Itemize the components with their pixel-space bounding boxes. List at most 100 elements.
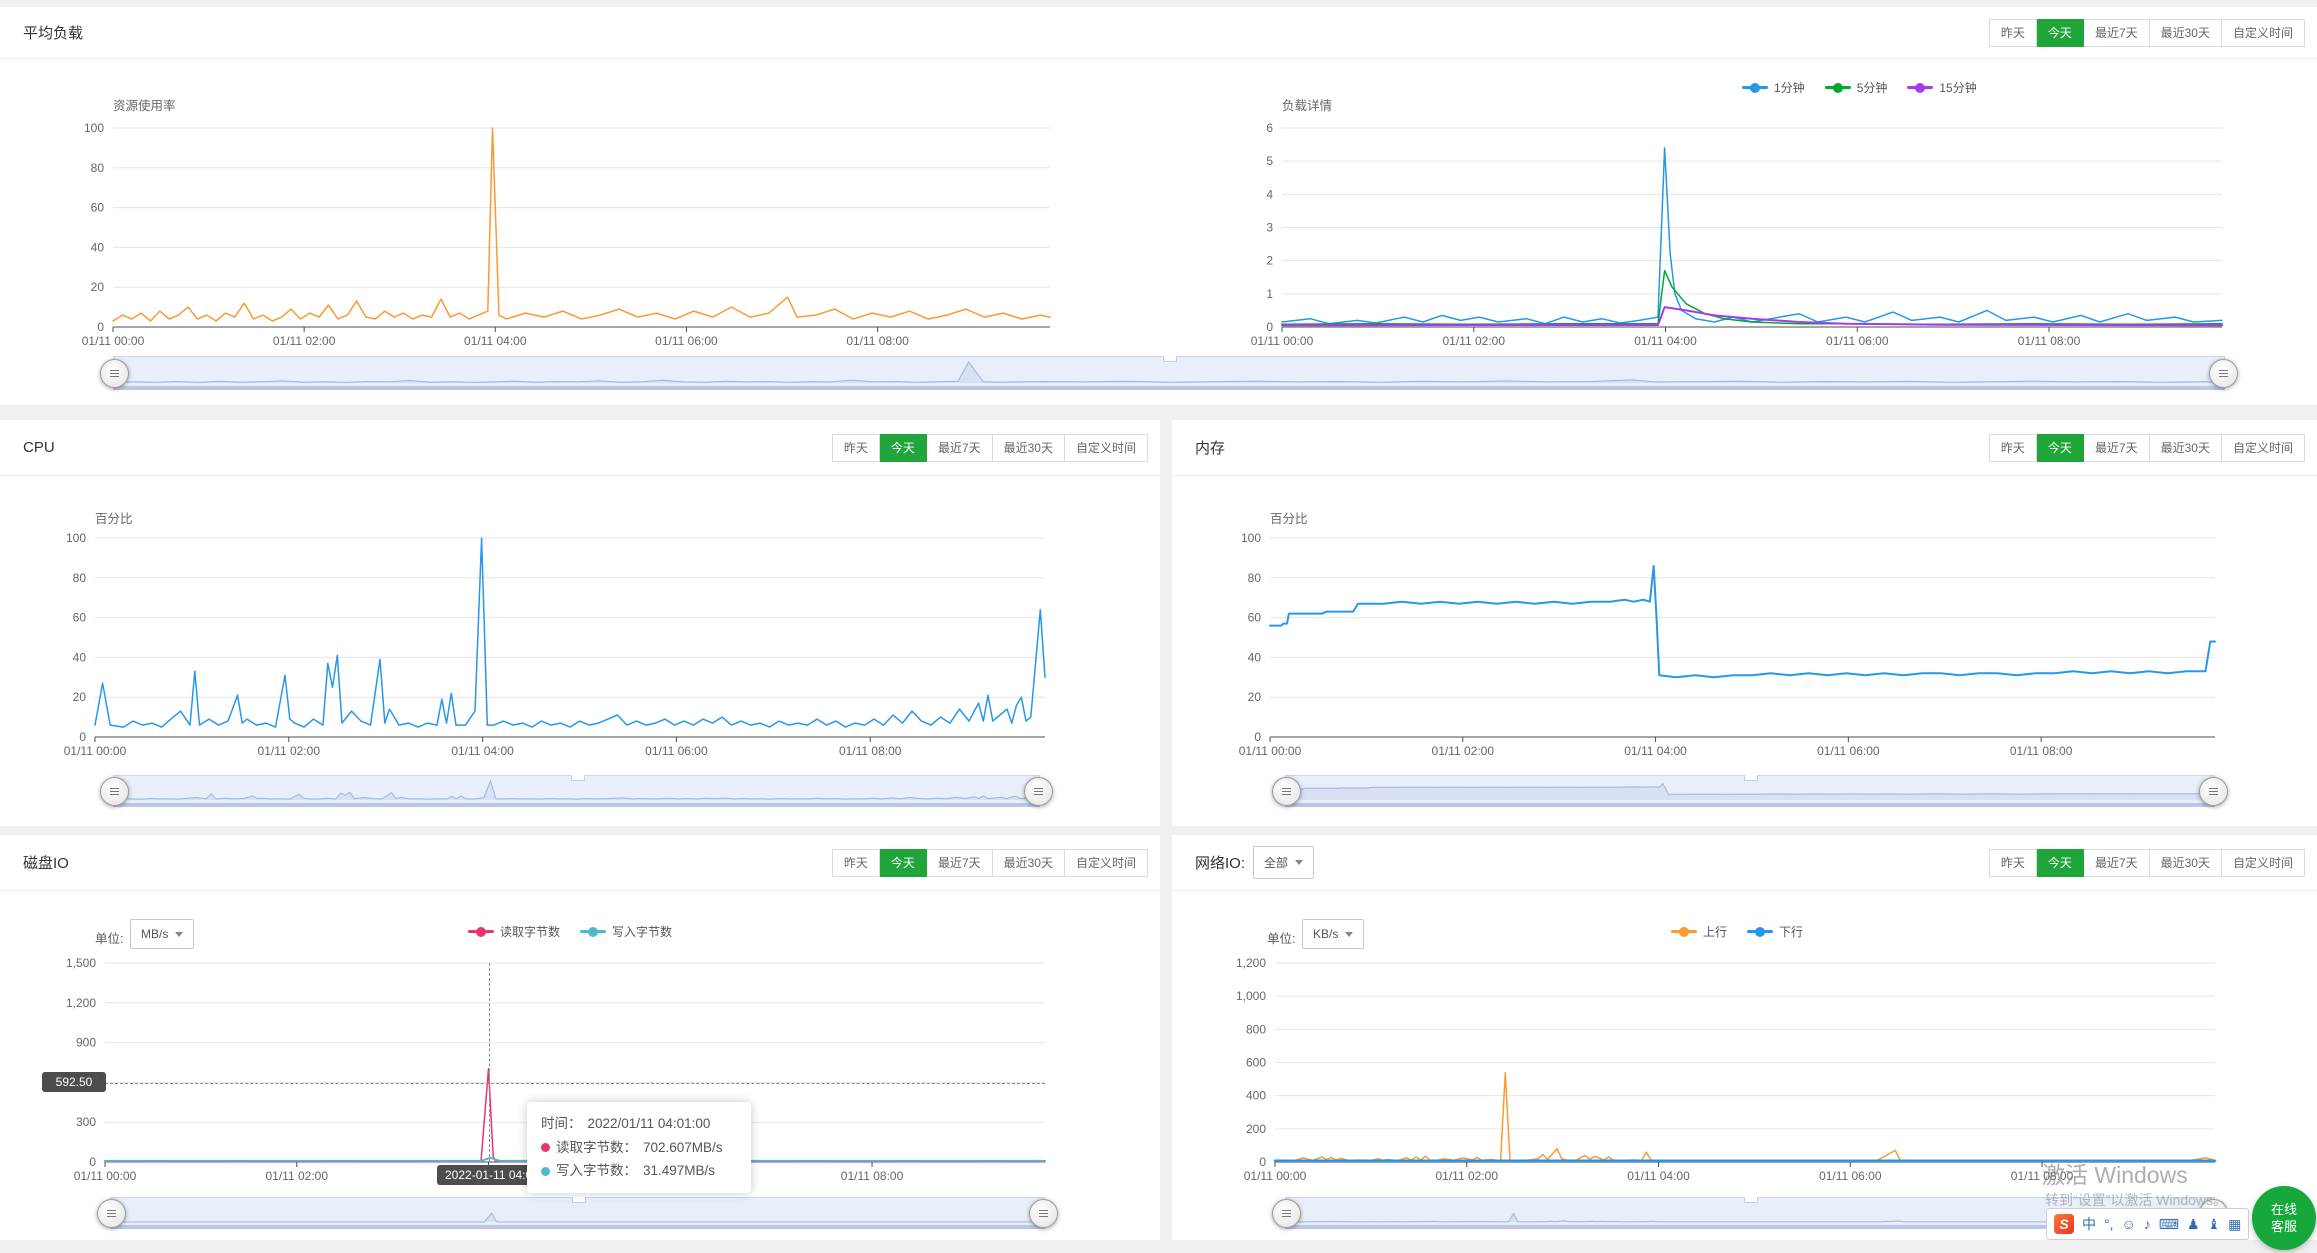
tooltip-series-value: 31.497MB/s bbox=[643, 1163, 716, 1179]
panel-cpu-title: CPU bbox=[23, 439, 55, 456]
datazoom-handle-left[interactable] bbox=[100, 358, 129, 388]
svg-text:2: 2 bbox=[1266, 254, 1273, 268]
svg-text:0: 0 bbox=[89, 1155, 96, 1169]
time-range-button-2[interactable]: 最近7天 bbox=[2083, 18, 2150, 47]
load-datazoom-slider[interactable] bbox=[100, 356, 2238, 390]
datazoom-middle-grip[interactable] bbox=[570, 775, 585, 781]
datazoom-handle-right[interactable] bbox=[1024, 776, 1053, 806]
punctuation-icon[interactable]: °, bbox=[2104, 1216, 2114, 1232]
datazoom-middle-grip[interactable] bbox=[1744, 1197, 1758, 1203]
legend-item[interactable]: 写入字节数 bbox=[580, 923, 672, 940]
network-scope-select[interactable]: 全部 bbox=[1253, 846, 1315, 879]
network-unit-label: 单位: bbox=[1267, 932, 1296, 946]
svg-text:900: 900 bbox=[76, 1036, 96, 1050]
keyboard-icon[interactable]: ⌨ bbox=[2158, 1216, 2180, 1232]
svg-text:1,200: 1,200 bbox=[1236, 956, 1266, 970]
time-range-button-3[interactable]: 最近30天 bbox=[2149, 433, 2222, 462]
datazoom-handle-left[interactable] bbox=[100, 776, 129, 806]
panel-disk-header: 磁盘IO 昨天 今天 最近7天 最近30天 自定义时间 bbox=[0, 835, 1160, 891]
tooltip-series-rows: 读取字节数： 702.607MB/s 写入字节数： 31.497MB/s bbox=[541, 1136, 737, 1183]
time-range-button-3[interactable]: 最近30天 bbox=[2149, 18, 2222, 47]
sogou-logo-icon[interactable]: S bbox=[2054, 1214, 2074, 1234]
cpu-datazoom-slider[interactable] bbox=[100, 775, 1053, 807]
ime-toolbar[interactable]: S 中 °, ☺ ♪ ⌨ ♟ ♝ ▦ bbox=[2046, 1208, 2250, 1240]
time-range-button-1[interactable]: 今天 bbox=[2036, 18, 2084, 47]
svg-text:40: 40 bbox=[73, 650, 87, 664]
time-range-button-4[interactable]: 自定义时间 bbox=[1064, 433, 1148, 462]
memory-datazoom-slider[interactable] bbox=[1272, 775, 2228, 807]
legend-item[interactable]: 读取字节数 bbox=[467, 923, 560, 940]
svg-text:60: 60 bbox=[1248, 611, 1262, 625]
datazoom-middle-grip[interactable] bbox=[1163, 356, 1177, 362]
svg-text:40: 40 bbox=[91, 240, 105, 254]
disk-unit-select[interactable]: MB/s bbox=[130, 919, 195, 949]
datazoom-preview bbox=[1286, 782, 2214, 800]
disk-unit-value: MB/s bbox=[141, 927, 169, 941]
time-range-button-0[interactable]: 昨天 bbox=[831, 433, 880, 462]
time-range-button-0[interactable]: 昨天 bbox=[1988, 848, 2037, 877]
time-range-button-4[interactable]: 自定义时间 bbox=[2221, 433, 2305, 462]
chart-title-load-detail: 负载详情 bbox=[1282, 99, 1333, 113]
network-unit-value: KB/s bbox=[1313, 927, 1339, 941]
datazoom-handle-left[interactable] bbox=[97, 1198, 126, 1228]
time-range-button-2[interactable]: 最近7天 bbox=[2083, 433, 2150, 462]
time-range-button-0[interactable]: 昨天 bbox=[831, 848, 880, 877]
chinese-mode-icon[interactable]: 中 bbox=[2082, 1216, 2096, 1232]
time-range-button-3[interactable]: 最近30天 bbox=[2149, 848, 2222, 877]
time-range-button-4[interactable]: 自定义时间 bbox=[1064, 848, 1148, 877]
chart-title-cpu-percent: 百分比 bbox=[95, 512, 133, 526]
legend-item[interactable]: 下行 bbox=[1747, 923, 1803, 940]
legend-item[interactable]: 1分钟 bbox=[1742, 79, 1805, 96]
svg-text:80: 80 bbox=[91, 161, 105, 175]
user-icon[interactable]: ♟ bbox=[2187, 1216, 2200, 1232]
online-service-line2: 客服 bbox=[2270, 1219, 2297, 1234]
datazoom-handle-left[interactable] bbox=[1272, 1198, 1301, 1228]
svg-text:01/11 02:00: 01/11 02:00 bbox=[1443, 334, 1506, 348]
legend-label: 写入字节数 bbox=[612, 925, 673, 939]
time-range-button-1[interactable]: 今天 bbox=[879, 848, 927, 877]
datazoom-middle-grip[interactable] bbox=[1744, 775, 1758, 781]
legend-item[interactable]: 上行 bbox=[1670, 923, 1727, 940]
svg-text:01/11 00:00: 01/11 00:00 bbox=[82, 334, 145, 348]
svg-text:1,200: 1,200 bbox=[66, 996, 96, 1010]
time-range-button-2[interactable]: 最近7天 bbox=[2083, 848, 2150, 877]
datazoom-handle-left[interactable] bbox=[1272, 776, 1301, 806]
svg-text:01/11 02:00: 01/11 02:00 bbox=[258, 744, 321, 758]
time-range-button-3[interactable]: 最近30天 bbox=[992, 433, 1065, 462]
time-range-button-4[interactable]: 自定义时间 bbox=[2221, 848, 2305, 877]
legend-item[interactable]: 15分钟 bbox=[1907, 79, 1977, 96]
online-service-badge[interactable]: 在线 客服 bbox=[2252, 1186, 2316, 1250]
skin-icon[interactable]: ♝ bbox=[2207, 1216, 2221, 1232]
axis-pointer-horizontal bbox=[105, 1083, 1045, 1084]
tooltip-series-name: 写入字节数： bbox=[556, 1163, 637, 1179]
time-range-button-2[interactable]: 最近7天 bbox=[926, 433, 993, 462]
time-range-button-1[interactable]: 今天 bbox=[2036, 848, 2084, 877]
datazoom-handle-right[interactable] bbox=[2209, 358, 2238, 388]
legend-marker-icon bbox=[1742, 82, 1768, 93]
panel-memory: 内存 昨天 今天 最近7天 最近30天 自定义时间 百分比 0 20 40 60 80 100 01… bbox=[1172, 420, 2317, 826]
time-range-button-1[interactable]: 今天 bbox=[2036, 433, 2084, 462]
time-range-button-0[interactable]: 昨天 bbox=[1988, 433, 2037, 462]
tooltip-series-row: 读取字节数： 702.607MB/s bbox=[541, 1136, 737, 1160]
time-range-button-3[interactable]: 最近30天 bbox=[992, 848, 1065, 877]
datazoom-handle-right[interactable] bbox=[2199, 776, 2228, 806]
datazoom-preview bbox=[114, 779, 1039, 800]
time-range-group-disk: 昨天 今天 最近7天 最近30天 自定义时间 bbox=[831, 848, 1148, 877]
time-range-button-4[interactable]: 自定义时间 bbox=[2221, 18, 2305, 47]
legend-item[interactable]: 5分钟 bbox=[1824, 79, 1887, 96]
disk-datazoom-slider[interactable] bbox=[97, 1197, 1058, 1229]
datazoom-handle-right[interactable] bbox=[1029, 1198, 1058, 1228]
svg-text:01/11 04:00: 01/11 04:00 bbox=[464, 334, 527, 348]
voice-icon[interactable]: ♪ bbox=[2143, 1216, 2151, 1232]
legend-label: 上行 bbox=[1702, 925, 1727, 939]
network-unit-select[interactable]: KB/s bbox=[1302, 919, 1365, 949]
toolbox-icon[interactable]: ▦ bbox=[2228, 1216, 2242, 1232]
time-range-button-2[interactable]: 最近7天 bbox=[926, 848, 993, 877]
time-range-button-0[interactable]: 昨天 bbox=[1988, 18, 2037, 47]
emoji-icon[interactable]: ☺ bbox=[2121, 1216, 2136, 1232]
svg-text:0: 0 bbox=[79, 730, 86, 744]
tooltip-time-row: 时间： 2022/01/11 04:01:00 bbox=[541, 1112, 737, 1136]
time-range-button-1[interactable]: 今天 bbox=[879, 433, 927, 462]
datazoom-middle-grip[interactable] bbox=[571, 1197, 586, 1203]
svg-text:01/11 02:00: 01/11 02:00 bbox=[1436, 1169, 1499, 1183]
